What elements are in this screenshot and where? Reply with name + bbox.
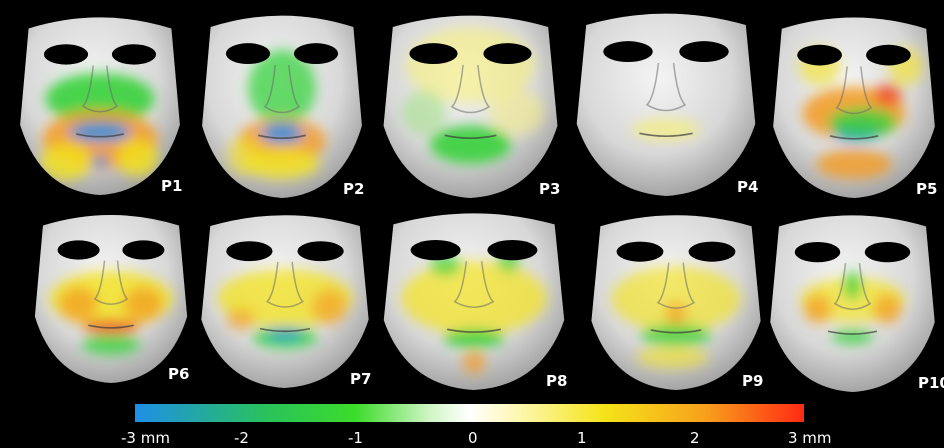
colorbar-tick-1: 1 (577, 429, 587, 447)
left-eye-hole (794, 242, 841, 263)
mouth-line (76, 133, 124, 138)
panel-label-p2: P2 (343, 180, 364, 198)
panel-label-p8: P8 (546, 372, 567, 390)
right-eye-hole (122, 240, 165, 260)
panel-label-p9: P9 (742, 372, 763, 390)
left-eye-hole (410, 240, 461, 261)
nose-contour (835, 66, 873, 115)
mouth-line (259, 327, 311, 333)
nose-contour (93, 260, 129, 305)
left-eye-hole (43, 44, 89, 65)
left-eye-hole (225, 43, 271, 65)
left-eye-hole (409, 43, 458, 65)
left-eye-hole (603, 41, 653, 63)
deviation-map (611, 266, 741, 369)
mouth-line (446, 328, 502, 333)
mouth-line (88, 324, 134, 329)
right-eye-hole (688, 241, 736, 262)
colorbar-gradient (135, 404, 804, 422)
right-eye-hole (111, 44, 157, 65)
right-eye-hole (487, 240, 538, 261)
face-panel-p4: P4 (576, 13, 758, 196)
panel-label-p3: P3 (539, 180, 560, 198)
face-panel-p9: P9 (591, 215, 763, 390)
colorbar-tick-2: 2 (690, 429, 700, 447)
face-panel-p7: P7 (201, 215, 371, 388)
face-grid: P1 P2 P3 P4 P5 P6 P7 P8 P9 P10 (20, 13, 944, 392)
mouth-line (639, 132, 693, 137)
colorbar-tick-3: 3 mm (788, 429, 832, 447)
face-panel-p1: P1 (20, 17, 182, 196)
face-surface (576, 13, 756, 196)
nose-contour (265, 261, 305, 308)
colorbar-tick-neg3: -3 mm (121, 429, 170, 447)
face-panel-p5: P5 (773, 17, 937, 198)
nose-contour (833, 263, 872, 310)
right-eye-hole (297, 241, 344, 262)
nose-contour (656, 262, 696, 309)
left-eye-hole (797, 44, 842, 66)
face-panel-p8: P8 (383, 213, 567, 390)
panel-label-p4: P4 (737, 178, 758, 196)
face-panel-p3: P3 (383, 15, 560, 198)
panel-label-p1: P1 (161, 177, 182, 195)
colorbar-tick-neg2: -2 (234, 429, 249, 447)
left-eye-hole (57, 240, 100, 260)
colorbar: -3 mm -2 -1 0 1 2 3 mm (121, 404, 832, 447)
mouth-line (444, 134, 497, 139)
face-panel-p6: P6 (34, 215, 189, 383)
deviation-map (40, 72, 158, 181)
panel-label-p7: P7 (350, 370, 371, 388)
right-eye-hole (864, 242, 911, 263)
panel-label-p10: P10 (918, 374, 944, 392)
face-panel-p2: P2 (202, 15, 364, 198)
nose-contour (81, 65, 119, 113)
colorbar-tick-0: 0 (468, 429, 478, 447)
deviation-map (800, 270, 905, 345)
deviation-map (217, 269, 353, 349)
deviation-map (631, 118, 701, 141)
deviation-map (49, 271, 173, 355)
mouth-line (827, 330, 878, 335)
colorbar-tick-neg1: -1 (348, 429, 363, 447)
nose-contour (450, 64, 491, 114)
face-panel-p10: P10 (770, 215, 944, 392)
nose-contour (263, 64, 301, 114)
mouth-line (258, 134, 306, 139)
right-eye-hole (866, 44, 911, 66)
panel-label-p6: P6 (168, 365, 189, 383)
left-eye-hole (226, 241, 273, 262)
nose-contour (453, 261, 495, 308)
right-eye-hole (483, 43, 532, 65)
nose-contour (645, 62, 687, 112)
mouth-line (650, 329, 702, 334)
right-eye-hole (679, 41, 729, 63)
left-eye-hole (616, 241, 664, 262)
mouth-line (829, 135, 879, 140)
right-eye-hole (293, 43, 339, 65)
panel-label-p5: P5 (916, 180, 937, 198)
